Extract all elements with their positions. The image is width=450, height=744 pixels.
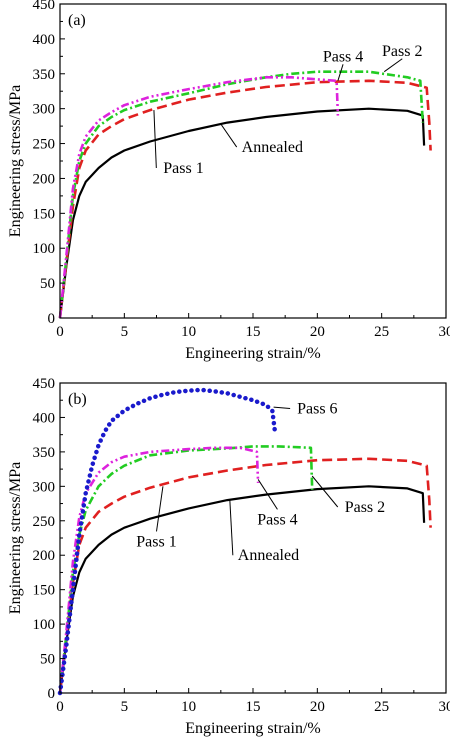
x-tick-label: 5 [121,324,129,340]
y-tick-label: 0 [48,311,56,327]
x-tick-label: 15 [246,324,261,340]
series-line-pass-6 [57,387,278,696]
y-tick-label: 250 [33,514,56,530]
y-tick-label: 200 [33,171,56,187]
y-tick-label: 50 [40,652,55,668]
annotation-pass-2: Pass 2 [382,43,422,60]
series-line-pass-4 [58,76,340,319]
x-tick-label: 10 [181,324,196,340]
y-tick-label: 400 [33,32,56,48]
y-tick-label: 250 [33,137,56,153]
series-line-annealed [58,107,426,319]
annotation-leader-line [220,123,238,148]
x-tick-label: 30 [439,324,450,340]
annotation-leader-line [229,500,234,556]
y-tick-label: 0 [48,686,56,702]
annotation-pass-1: Pass 1 [163,160,203,177]
y-tick-label: 150 [33,206,56,222]
series-line-annealed [58,485,426,694]
series-line-pass-1 [58,457,432,694]
y-tick-label: 350 [33,445,56,461]
annotation-leader-line [273,406,291,409]
x-tick-label: 30 [439,699,450,715]
y-tick-label: 300 [33,102,56,118]
annotation-leader-line [153,110,157,168]
x-tick-label: 25 [374,324,389,340]
x-axis-title: Engineering strain/% [185,720,321,737]
x-axis-title: Engineering strain/% [185,345,321,362]
annotation-pass-6: Pass 6 [297,400,337,417]
y-tick-label: 50 [40,276,55,292]
annotation-pass-1: Pass 1 [136,533,176,550]
x-tick-label: 10 [181,699,196,715]
y-axis-title: Engineering stress/MPa [7,85,24,237]
y-axis-title: Engineering stress/MPa [7,462,24,614]
x-tick-label: 20 [310,324,325,340]
annotation-annealed: Annealed [238,547,299,564]
y-tick-label: 150 [33,583,56,599]
chart-panel: 0 5 10 15 20 25 30050100150200250300350400450E… [7,376,450,737]
x-tick-label: 5 [121,699,129,715]
series-line-pass-1 [58,79,432,319]
series-line-pass-2 [58,445,314,694]
panel-label: (b) [68,391,87,408]
annotation-pass-4: Pass 4 [257,511,297,528]
y-tick-label: 450 [33,376,56,392]
x-tick-label: 20 [310,699,325,715]
y-tick-label: 200 [33,548,56,564]
annotation-pass-4: Pass 4 [323,48,363,65]
annotation-leader-line [383,58,403,73]
annotation-leader-line [311,475,339,508]
y-tick-label: 400 [33,410,56,426]
y-tick-label: 100 [33,617,56,633]
annotation-pass-2: Pass 2 [345,499,385,516]
x-tick-label: 0 [56,699,64,715]
y-tick-label: 300 [33,479,56,495]
annotation-leader-line [156,486,164,532]
series-line-pass-2 [58,70,425,319]
y-tick-label: 350 [33,67,56,83]
x-tick-label: 25 [374,699,389,715]
annotation-annealed: Annealed [242,139,303,156]
annotation-leader-line [257,479,278,510]
y-tick-label: 450 [33,0,56,13]
x-tick-label: 0 [56,324,64,340]
y-tick-label: 100 [33,241,56,257]
plot-frame [59,382,447,694]
x-tick-label: 15 [246,699,261,715]
panel-label: (a) [68,12,86,29]
annotation-leader-line [337,64,344,81]
chart-panel: 0 5 10 15 20 25 30050100150200250300350400450E… [7,0,450,362]
series-line-pass-4 [58,446,260,694]
